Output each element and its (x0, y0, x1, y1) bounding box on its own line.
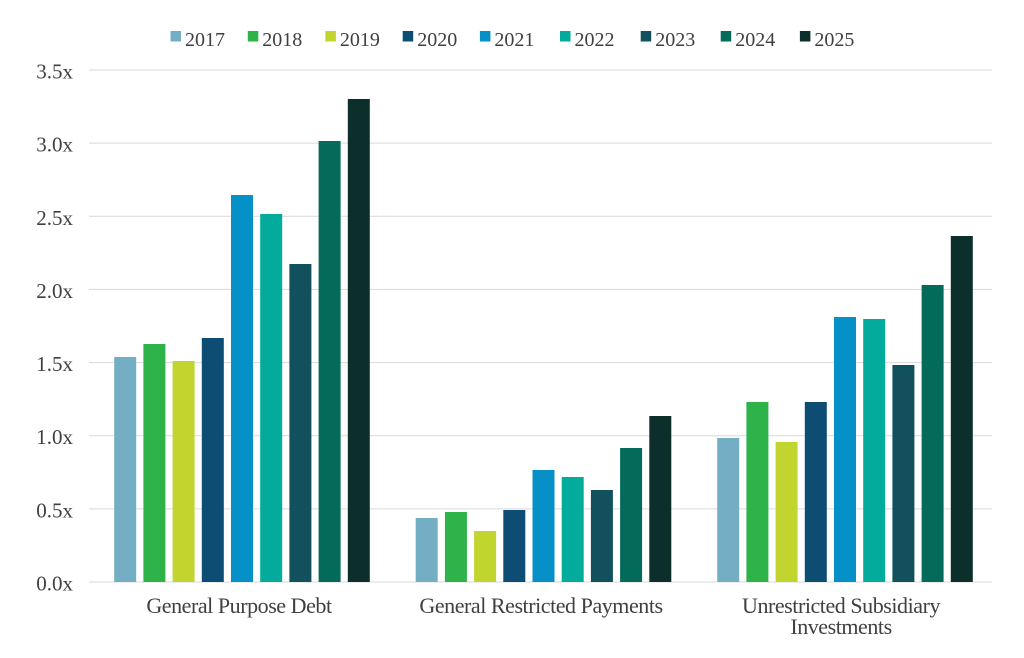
svg-text:2023: 2023 (655, 29, 695, 51)
svg-text:2019: 2019 (340, 29, 380, 51)
svg-text:0.0x: 0.0x (36, 572, 73, 596)
svg-text:2.5x: 2.5x (36, 206, 73, 230)
svg-text:3.0x: 3.0x (36, 133, 73, 157)
svg-text:0.5x: 0.5x (36, 498, 73, 522)
svg-text:1.5x: 1.5x (36, 352, 73, 376)
svg-text:General Purpose Debt: General Purpose Debt (146, 593, 332, 618)
svg-text:Investments: Investments (790, 614, 891, 639)
svg-text:2020: 2020 (417, 29, 457, 51)
svg-text:2024: 2024 (735, 29, 775, 51)
svg-text:2025: 2025 (814, 29, 854, 51)
svg-text:Unrestricted Subsidiary: Unrestricted Subsidiary (742, 593, 940, 618)
svg-text:3.5x: 3.5x (36, 60, 73, 84)
svg-text:1.0x: 1.0x (36, 425, 73, 449)
svg-text:2.0x: 2.0x (36, 279, 73, 303)
svg-text:General Restricted Payments: General Restricted Payments (419, 593, 662, 618)
svg-text:2017: 2017 (185, 29, 225, 51)
svg-text:2018: 2018 (262, 29, 302, 51)
svg-text:2022: 2022 (575, 29, 615, 51)
svg-text:2021: 2021 (494, 29, 534, 51)
